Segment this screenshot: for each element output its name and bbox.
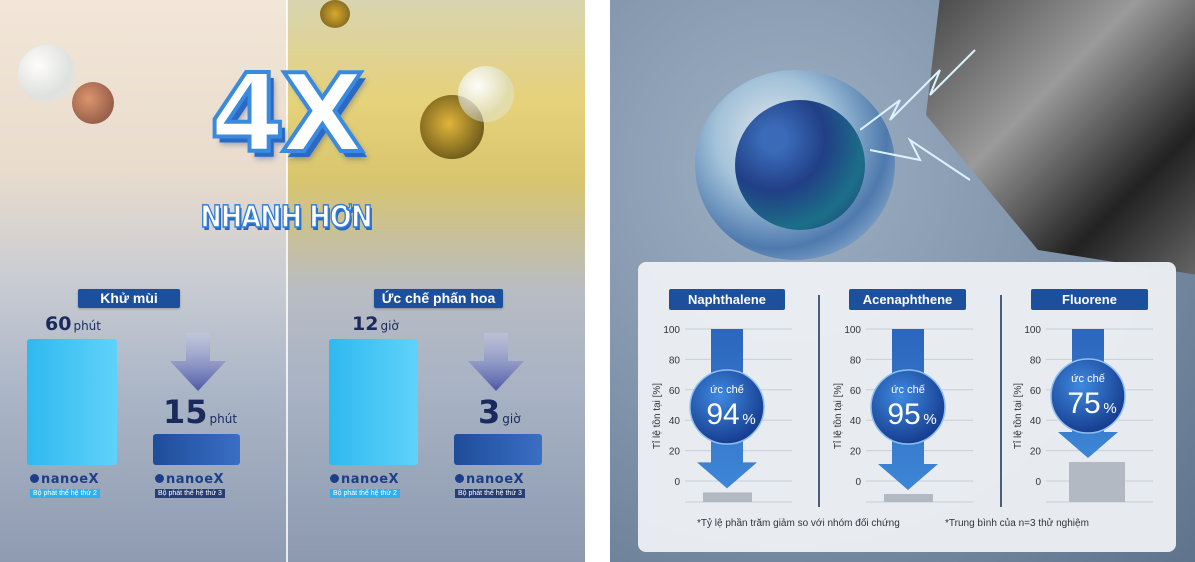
divider [818, 295, 820, 507]
percent-sign: % [1103, 400, 1116, 417]
divider [286, 0, 288, 562]
after-value-label: 15 phút [163, 393, 237, 431]
odor-particle-icon [72, 82, 114, 124]
before-value-label: 60 phút [45, 313, 101, 335]
y-tick-label: 40 [669, 416, 681, 427]
bubble-icon [458, 66, 514, 122]
divider [1000, 295, 1002, 507]
y-tick-label: 100 [1024, 325, 1041, 336]
nanoex-logo: nanoeX [330, 472, 399, 487]
headline-4x: 4X [208, 52, 366, 177]
inhibition-label: ức chế [891, 384, 925, 396]
footnote-percent: *Tỷ lệ phần trăm giảm so với nhóm đối ch… [697, 518, 900, 529]
arrow-down-icon [468, 333, 524, 391]
inhibition-value: 94 [706, 398, 739, 431]
arrow-down-icon [170, 333, 226, 391]
inhibition-value: 95 [887, 398, 920, 431]
residual-bar [703, 492, 752, 502]
logo-dot-icon [30, 474, 39, 483]
bar-gen2 [329, 339, 418, 465]
y-tick-label: 0 [1035, 477, 1041, 488]
inhibition-badge [689, 369, 765, 445]
gen2-label: Bộ phát thế hệ thứ 2 [30, 489, 100, 498]
gen3-label: Bộ phát thế hệ thứ 3 [155, 489, 225, 498]
chart-title-fluorene: Fluorene [1031, 289, 1148, 310]
unit: phút [209, 412, 238, 426]
y-axis-label: Tỉ lệ tồn tại [%] [1012, 383, 1024, 449]
y-tick-label: 0 [674, 477, 680, 488]
y-tick-label: 20 [850, 447, 862, 458]
y-tick-label: 100 [663, 325, 680, 336]
before-value-label: 12 giờ [352, 313, 399, 335]
after-value-label: 3 giờ [478, 393, 521, 431]
y-tick-label: 60 [669, 386, 681, 397]
molecule-cluster-icon [735, 100, 865, 230]
unit: phút [73, 319, 101, 333]
pollen-icon [320, 0, 350, 28]
value: 3 [478, 393, 501, 431]
y-tick-label: 40 [1030, 416, 1042, 427]
y-tick-label: 100 [844, 325, 861, 336]
inhibition-badge [1050, 358, 1126, 434]
footnote-average: *Trung bình của n=3 thử nghiệm [945, 518, 1089, 529]
y-tick-label: 20 [1030, 447, 1042, 458]
panel-title-deodorize: Khử mùi [78, 289, 180, 308]
bubble-icon [18, 45, 76, 103]
unit: giờ [380, 319, 399, 333]
lightning-icon [860, 49, 976, 181]
brand-name: nanoeX [466, 472, 525, 487]
residual-bar [884, 494, 933, 502]
bar-gen3 [153, 433, 240, 465]
chart-title-naphthalene: Naphthalene [669, 289, 785, 310]
value: 15 [163, 393, 208, 431]
logo-dot-icon [330, 474, 339, 483]
flower-background [287, 0, 585, 562]
inhibition-badge [870, 369, 946, 445]
y-tick-label: 60 [1030, 386, 1042, 397]
value: 60 [45, 313, 72, 335]
y-tick-label: 40 [850, 416, 862, 427]
inhibition-label: ức chế [1071, 373, 1105, 385]
nanoex-logo: nanoeX [155, 472, 224, 487]
percent-sign: % [742, 411, 755, 428]
brand-name: nanoeX [341, 472, 400, 487]
residual-bar [1069, 462, 1125, 502]
y-axis-label: Tỉ lệ tồn tại [%] [832, 383, 844, 449]
logo-dot-icon [455, 474, 464, 483]
headline-faster: NHANH HƠN [200, 199, 373, 236]
y-tick-label: 0 [855, 477, 861, 488]
value: 12 [352, 313, 379, 335]
y-tick-label: 20 [669, 447, 681, 458]
y-tick-label: 60 [850, 386, 862, 397]
chart-title-acenaphthene: Acenaphthene [849, 289, 966, 310]
unit: giờ [502, 412, 521, 426]
percent-sign: % [923, 411, 936, 428]
gen2-label: Bộ phát thế hệ thứ 2 [330, 489, 400, 498]
logo-dot-icon [155, 474, 164, 483]
inhibition-value: 75 [1067, 387, 1100, 420]
bar-gen2 [27, 339, 117, 465]
left-panel: 4X NHANH HƠN Khử mùi 60 phút 15 phút nanoe… [0, 0, 585, 562]
brand-name: nanoeX [166, 472, 225, 487]
inhibition-label: ức chế [710, 384, 744, 396]
gen3-label: Bộ phát thế hệ thứ 3 [455, 489, 525, 498]
panel-title-pollen: Ức chế phấn hoa [374, 289, 503, 308]
y-tick-label: 80 [850, 355, 862, 366]
nanoex-logo: nanoeX [455, 472, 524, 487]
y-axis-label: Tỉ lệ tồn tại [%] [651, 383, 663, 449]
nanoex-logo: nanoeX [30, 472, 99, 487]
y-tick-label: 80 [669, 355, 681, 366]
bar-gen3 [454, 433, 542, 465]
brand-name: nanoeX [41, 472, 100, 487]
y-tick-label: 80 [1030, 355, 1042, 366]
